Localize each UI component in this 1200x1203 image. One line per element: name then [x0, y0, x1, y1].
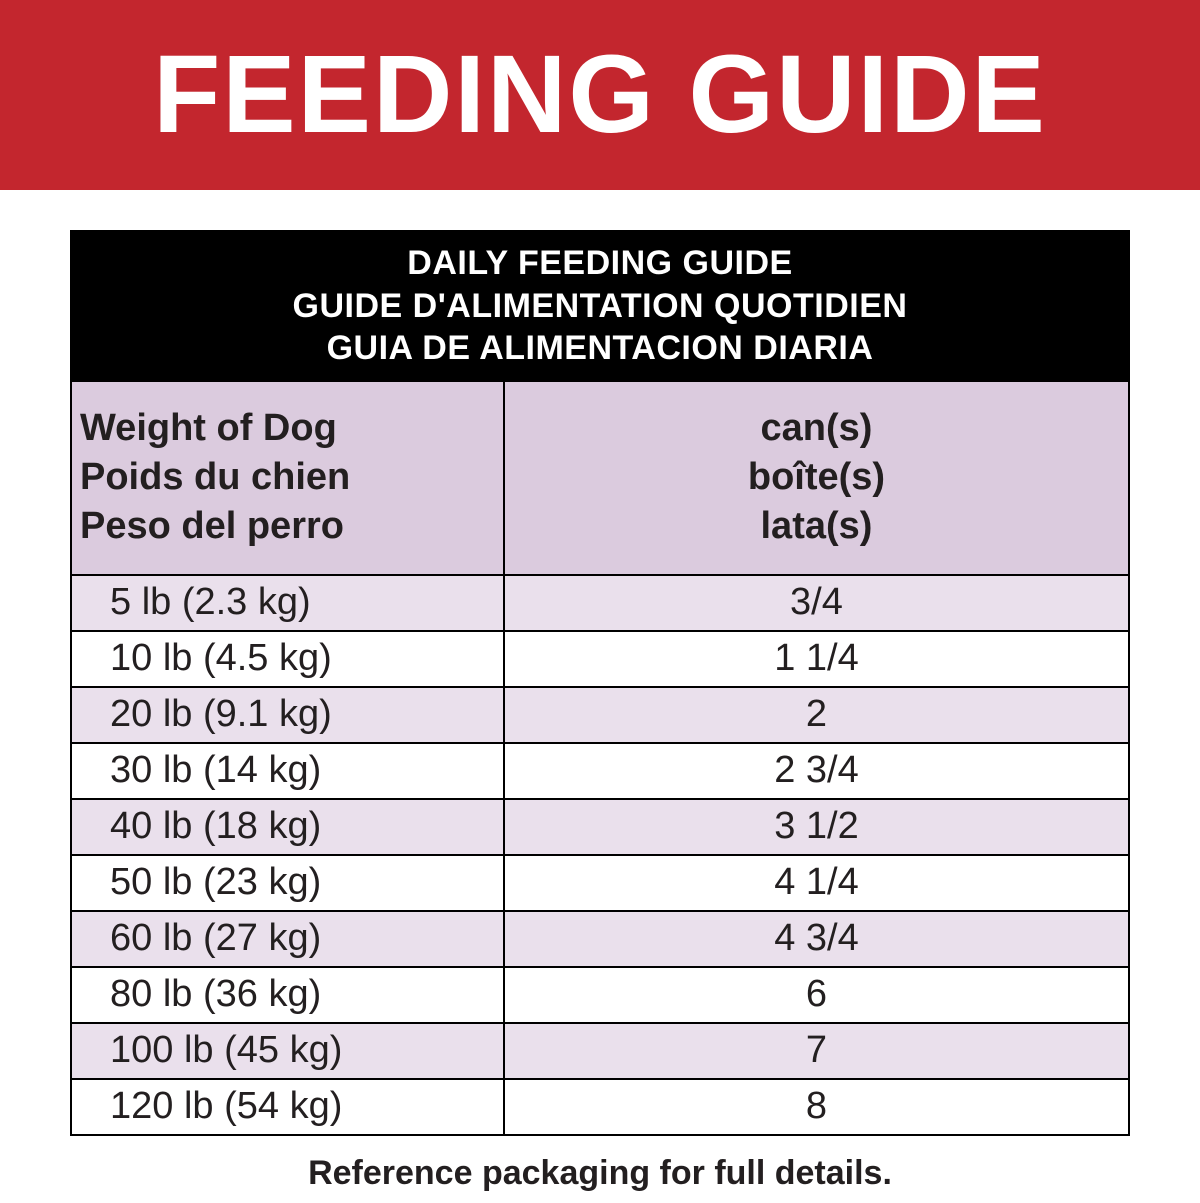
table-header-row: Weight of Dog Poids du chien Peso del pe… [72, 382, 1128, 574]
cell-cans: 3/4 [505, 576, 1128, 630]
table-row: 40 lb (18 kg)3 1/2 [72, 798, 1128, 854]
cell-weight: 80 lb (36 kg) [72, 968, 505, 1022]
table-row: 30 lb (14 kg)2 3/4 [72, 742, 1128, 798]
cell-cans: 7 [505, 1024, 1128, 1078]
header-cans-line: can(s) [761, 404, 873, 453]
table-row: 100 lb (45 kg)7 [72, 1022, 1128, 1078]
cell-weight: 100 lb (45 kg) [72, 1024, 505, 1078]
feeding-table: DAILY FEEDING GUIDE GUIDE D'ALIMENTATION… [70, 230, 1130, 1136]
table-title-line: GUIA DE ALIMENTACION DIARIA [76, 327, 1124, 370]
cell-weight: 40 lb (18 kg) [72, 800, 505, 854]
feeding-guide-banner: FEEDING GUIDE [0, 0, 1200, 190]
cell-cans: 3 1/2 [505, 800, 1128, 854]
table-row: 50 lb (23 kg)4 1/4 [72, 854, 1128, 910]
header-cans-line: lata(s) [761, 502, 873, 551]
table-row: 60 lb (27 kg)4 3/4 [72, 910, 1128, 966]
header-weight: Weight of Dog Poids du chien Peso del pe… [72, 382, 505, 574]
cell-cans: 8 [505, 1080, 1128, 1134]
header-weight-line: Weight of Dog [80, 404, 495, 453]
footnote: Reference packaging for full details. [308, 1154, 892, 1193]
table-row: 20 lb (9.1 kg)2 [72, 686, 1128, 742]
table-title-line: DAILY FEEDING GUIDE [76, 242, 1124, 285]
header-cans: can(s) boîte(s) lata(s) [505, 382, 1128, 574]
cell-weight: 20 lb (9.1 kg) [72, 688, 505, 742]
table-row: 80 lb (36 kg)6 [72, 966, 1128, 1022]
table-row: 120 lb (54 kg)8 [72, 1078, 1128, 1134]
table-body: 5 lb (2.3 kg)3/410 lb (4.5 kg)1 1/420 lb… [72, 574, 1128, 1134]
banner-title: FEEDING GUIDE [153, 33, 1047, 156]
cell-weight: 120 lb (54 kg) [72, 1080, 505, 1134]
table-title-line: GUIDE D'ALIMENTATION QUOTIDIEN [76, 285, 1124, 328]
cell-cans: 4 3/4 [505, 912, 1128, 966]
cell-weight: 30 lb (14 kg) [72, 744, 505, 798]
cell-cans: 4 1/4 [505, 856, 1128, 910]
cell-weight: 60 lb (27 kg) [72, 912, 505, 966]
cell-cans: 6 [505, 968, 1128, 1022]
header-cans-line: boîte(s) [748, 453, 885, 502]
header-weight-line: Poids du chien [80, 453, 495, 502]
cell-weight: 50 lb (23 kg) [72, 856, 505, 910]
table-row: 5 lb (2.3 kg)3/4 [72, 574, 1128, 630]
content-area: DAILY FEEDING GUIDE GUIDE D'ALIMENTATION… [0, 190, 1200, 1203]
cell-cans: 1 1/4 [505, 632, 1128, 686]
table-row: 10 lb (4.5 kg)1 1/4 [72, 630, 1128, 686]
cell-weight: 5 lb (2.3 kg) [72, 576, 505, 630]
cell-cans: 2 3/4 [505, 744, 1128, 798]
cell-weight: 10 lb (4.5 kg) [72, 632, 505, 686]
table-title: DAILY FEEDING GUIDE GUIDE D'ALIMENTATION… [72, 232, 1128, 382]
header-weight-line: Peso del perro [80, 502, 495, 551]
cell-cans: 2 [505, 688, 1128, 742]
